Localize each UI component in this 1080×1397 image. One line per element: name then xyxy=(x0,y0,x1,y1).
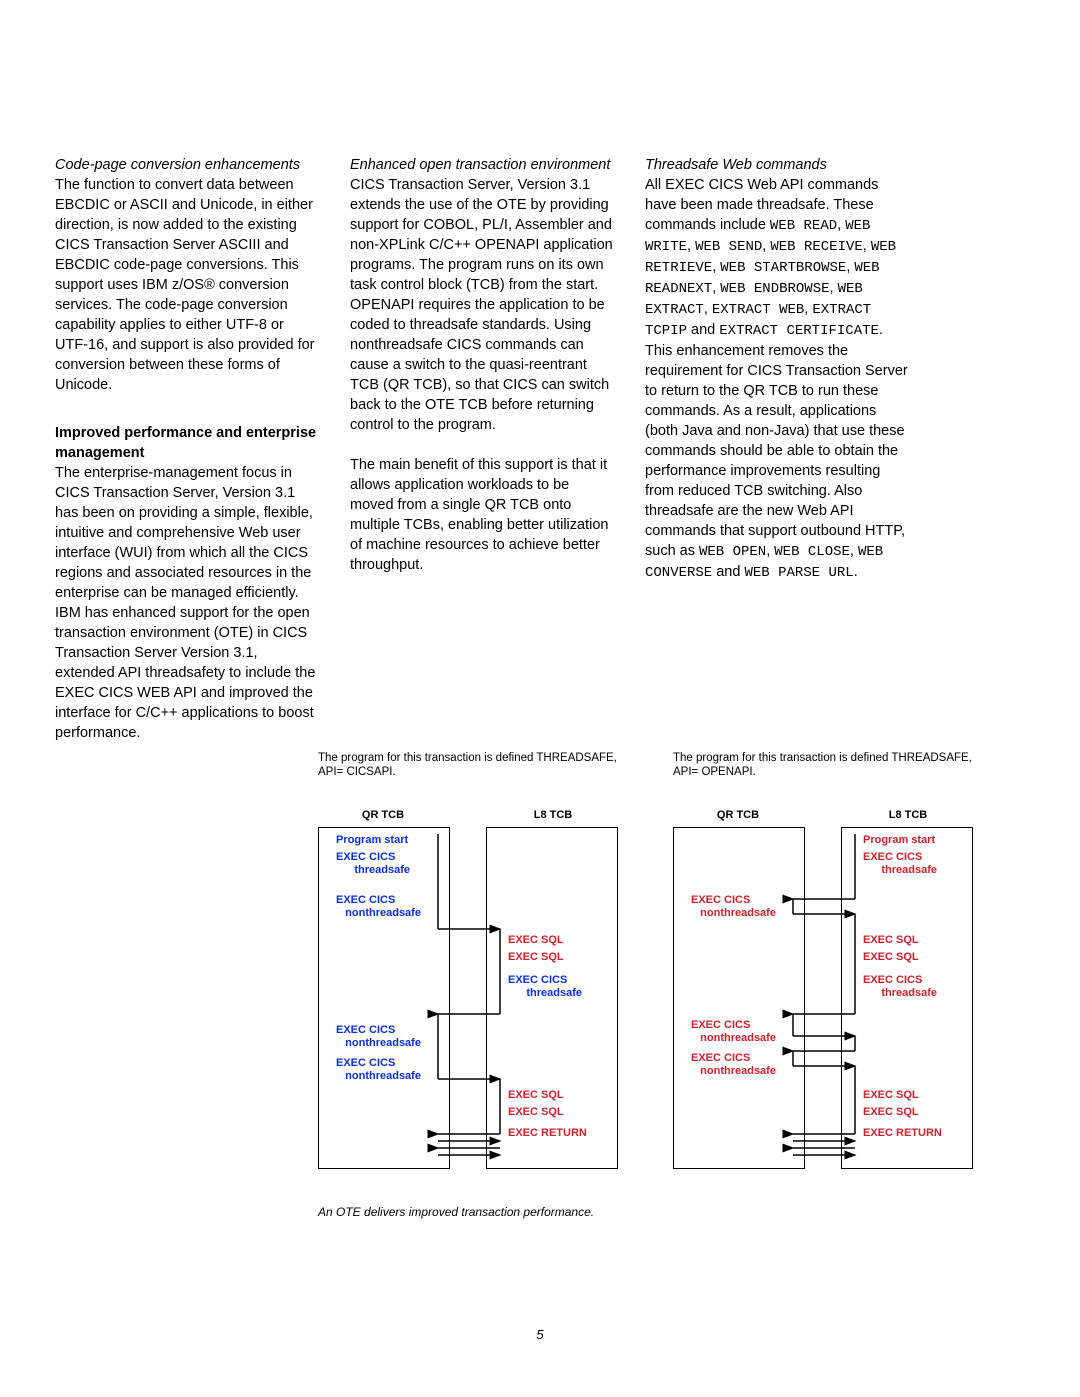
col1-heading-1: Code-page conversion enhancements xyxy=(55,155,320,175)
cmd-web-send: WEB SEND xyxy=(695,239,762,255)
lbl-exec-cics-nts-1: EXEC CICS nonthreadsafe xyxy=(336,894,421,920)
col1-para-1: The function to convert data between EBC… xyxy=(55,175,320,395)
document-page: Code-page conversion enhancements The fu… xyxy=(0,0,1080,1397)
col2-heading-1: Enhanced open transaction environment xyxy=(350,155,615,175)
col2-para-1: CICS Transaction Server, Version 3.1 ext… xyxy=(350,175,615,435)
cmd-extract-web: EXTRACT WEB xyxy=(712,302,804,318)
diagram-row: QR TCB L8 TCB xyxy=(318,789,1025,1189)
cmd-web-close: WEB CLOSE xyxy=(774,544,850,560)
cmd-web-open: WEB OPEN xyxy=(699,544,766,560)
lbl-exec-cics-nts-r3: EXEC CICS nonthreadsafe xyxy=(691,1052,776,1078)
cmd-web-read: WEB READ xyxy=(770,218,837,234)
lbl-exec-cics-nts-3: EXEC CICS nonthreadsafe xyxy=(336,1057,421,1083)
lbl-exec-cics-nts-r2: EXEC CICS nonthreadsafe xyxy=(691,1019,776,1045)
col3-text-b: . This enhancement removes the requireme… xyxy=(645,322,908,559)
col2-para-2: The main benefit of this support is that… xyxy=(350,455,615,575)
lbl-exec-sql-3: EXEC SQL xyxy=(508,1089,564,1102)
lbl-exec-return-2: EXEC RETURN xyxy=(863,1127,942,1140)
figure-caption-left: The program for this transaction is defi… xyxy=(318,751,618,779)
figure-caption-right: The program for this transaction is defi… xyxy=(673,751,973,779)
column-2: Enhanced open transaction environment CI… xyxy=(350,155,615,743)
diagram-openapi: QR TCB L8 TCB xyxy=(673,789,973,1189)
figure-caption-bottom: An OTE delivers improved transaction per… xyxy=(318,1205,1025,1219)
cmd-web-parse-url: WEB PARSE URL xyxy=(744,565,853,581)
cmd-web-startbrowse: WEB STARTBROWSE xyxy=(720,260,846,276)
lbl-program-start: Program start xyxy=(336,834,408,847)
lbl-exec-cics-ts-1: EXEC CICS threadsafe xyxy=(336,851,410,877)
lbl-exec-cics-nts-r1: EXEC CICS nonthreadsafe xyxy=(691,894,776,920)
lbl-exec-sql-r4: EXEC SQL xyxy=(863,1106,919,1119)
text-columns: Code-page conversion enhancements The fu… xyxy=(55,155,1025,743)
cmd-web-endbrowse: WEB ENDBROWSE xyxy=(720,281,829,297)
cmd-web-receive: WEB RECEIVE xyxy=(770,239,862,255)
figure-top-captions: The program for this transaction is defi… xyxy=(318,751,1025,779)
col3-text-a: All EXEC CICS Web API commands have been… xyxy=(645,177,878,233)
lbl-exec-cics-ts-r1: EXEC CICS threadsafe xyxy=(863,851,937,877)
lbl-exec-sql-r2: EXEC SQL xyxy=(863,951,919,964)
lbl-exec-cics-ts-r2: EXEC CICS threadsafe xyxy=(863,974,937,1000)
lbl-exec-sql-2: EXEC SQL xyxy=(508,951,564,964)
col1-para-2: The enterprise-management focus in CICS … xyxy=(55,463,320,743)
column-3: Threadsafe Web commands All EXEC CICS We… xyxy=(645,155,910,743)
lbl-exec-sql-4: EXEC SQL xyxy=(508,1106,564,1119)
diagram-cicsapi: QR TCB L8 TCB xyxy=(318,789,618,1189)
lbl-exec-return: EXEC RETURN xyxy=(508,1127,587,1140)
col3-heading-1: Threadsafe Web commands xyxy=(645,155,910,175)
col3-text-c: . xyxy=(854,564,858,580)
column-1: Code-page conversion enhancements The fu… xyxy=(55,155,320,743)
page-number: 5 xyxy=(0,1327,1080,1342)
lbl-exec-cics-nts-2: EXEC CICS nonthreadsafe xyxy=(336,1024,421,1050)
figure-region: The program for this transaction is defi… xyxy=(318,751,1025,1219)
lbl-exec-cics-ts-2: EXEC CICS threadsafe xyxy=(508,974,582,1000)
lbl-exec-sql-r3: EXEC SQL xyxy=(863,1089,919,1102)
col3-para-1: All EXEC CICS Web API commands have been… xyxy=(645,175,910,583)
lbl-program-start-2: Program start xyxy=(863,834,935,847)
cmd-extract-certificate: EXTRACT CERTIFICATE xyxy=(719,323,879,339)
lbl-exec-sql-1: EXEC SQL xyxy=(508,934,564,947)
col1-heading-2: Improved performance and enterprise mana… xyxy=(55,423,320,463)
lbl-exec-sql-r1: EXEC SQL xyxy=(863,934,919,947)
